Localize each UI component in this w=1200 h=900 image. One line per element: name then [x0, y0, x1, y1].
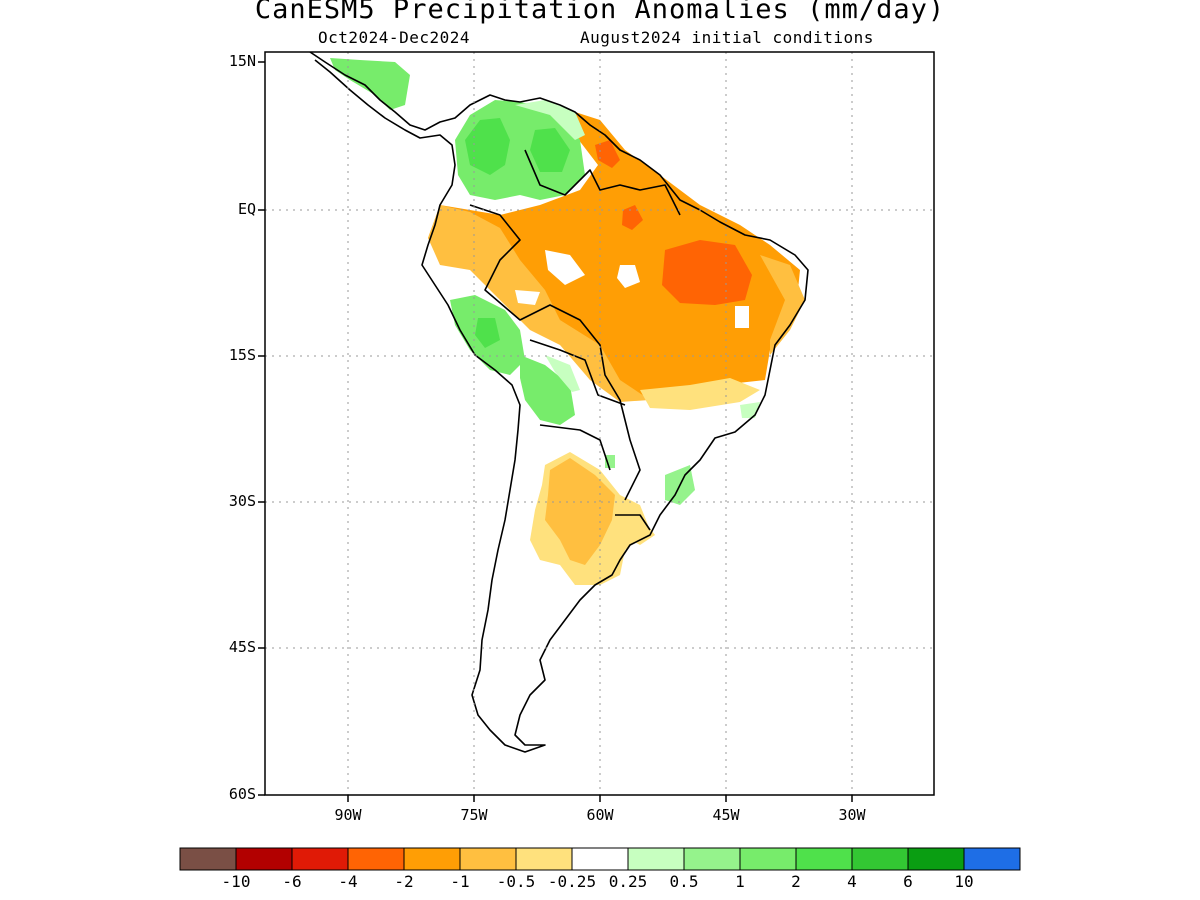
lon-label-45w: 45W	[712, 806, 740, 824]
colorbar-label: -6	[282, 872, 302, 891]
colorbar-label: -2	[394, 872, 414, 891]
colorbar-swatch	[179, 847, 237, 871]
colorbar-swatch	[907, 847, 965, 871]
colorbar-label: 4	[847, 872, 857, 891]
anomaly-wet-fringe	[515, 100, 585, 140]
anomaly-strong-dry-spot	[622, 205, 643, 230]
anomaly-field	[330, 58, 805, 585]
colorbar-swatch	[739, 847, 797, 871]
anomaly-wet-bolivia	[520, 355, 575, 425]
colorbar-label: 0.25	[608, 872, 648, 891]
anomaly-dry-rim	[428, 205, 650, 402]
anomaly-wet-bolivia-fringe	[545, 355, 580, 392]
anomaly-neutral-hole-3	[735, 306, 749, 328]
grid-lines	[265, 52, 934, 795]
colorbar-swatch	[627, 847, 685, 871]
colorbar-label: -0.5	[496, 872, 536, 891]
colorbar-swatch	[347, 847, 405, 871]
anomaly-dry-rim-east	[760, 255, 805, 355]
colorbar-swatch	[291, 847, 349, 871]
colorbar-label: 2	[791, 872, 801, 891]
colorbar-swatch	[963, 847, 1021, 871]
colorbar-label: 0.5	[669, 872, 699, 891]
lon-label-75w: 75W	[460, 806, 488, 824]
colorbar-swatch	[235, 847, 293, 871]
anomaly-wet-peru-core	[475, 318, 500, 348]
colorbar	[179, 847, 1021, 871]
anomaly-neutral-hole-1	[545, 250, 585, 285]
initial-conditions: August2024 initial conditions	[580, 28, 874, 47]
colorbar-label: -4	[338, 872, 358, 891]
colorbar-swatch	[459, 847, 517, 871]
colorbar-label: -0.25	[547, 872, 597, 891]
lat-label-15s: 15S	[228, 346, 256, 364]
anomaly-neutral-hole-2	[617, 265, 640, 288]
anomaly-dry-uruguay	[615, 510, 655, 545]
colorbar-swatch	[515, 847, 573, 871]
axis-ticks	[258, 61, 853, 802]
lon-label-30w: 30W	[838, 806, 866, 824]
anomaly-wet-venezuela-core	[530, 128, 570, 172]
lat-label-30s: 30S	[228, 492, 256, 510]
lat-label-45s: 45S	[228, 638, 256, 656]
anomaly-wet-colombia-core	[465, 118, 510, 175]
colorbar-label: -1	[450, 872, 470, 891]
colorbar-swatch	[571, 847, 629, 871]
colorbar-swatch	[403, 847, 461, 871]
lat-label-15n: 15N	[228, 52, 256, 70]
map-title: CanESM5 Precipitation Anomalies (mm/day)	[254, 0, 946, 25]
anomaly-dry-argentina-core	[545, 458, 615, 565]
lat-label-60s: 60S	[228, 785, 256, 803]
colorbar-swatch	[851, 847, 909, 871]
colorbar-swatch	[795, 847, 853, 871]
lat-label-eq: EQ	[237, 200, 256, 218]
colorbar-label: 1	[735, 872, 745, 891]
anomaly-neutral-hole-4	[515, 290, 540, 305]
colorbar-label: -10	[221, 872, 251, 891]
colorbar-swatch	[683, 847, 741, 871]
anomaly-dry-brazil	[428, 112, 800, 402]
forecast-period: Oct2024-Dec2024	[318, 28, 470, 47]
colorbar-label: 6	[903, 872, 913, 891]
anomaly-strong-dry-north	[595, 140, 620, 168]
lon-label-60w: 60W	[586, 806, 614, 824]
anomaly-wet-central-america	[330, 58, 410, 110]
lon-label-90w: 90W	[334, 806, 362, 824]
colorbar-label: 10	[954, 872, 974, 891]
anomaly-weak-dry	[640, 378, 760, 410]
anomaly-strong-dry-core	[662, 240, 752, 305]
coastline	[309, 52, 809, 753]
